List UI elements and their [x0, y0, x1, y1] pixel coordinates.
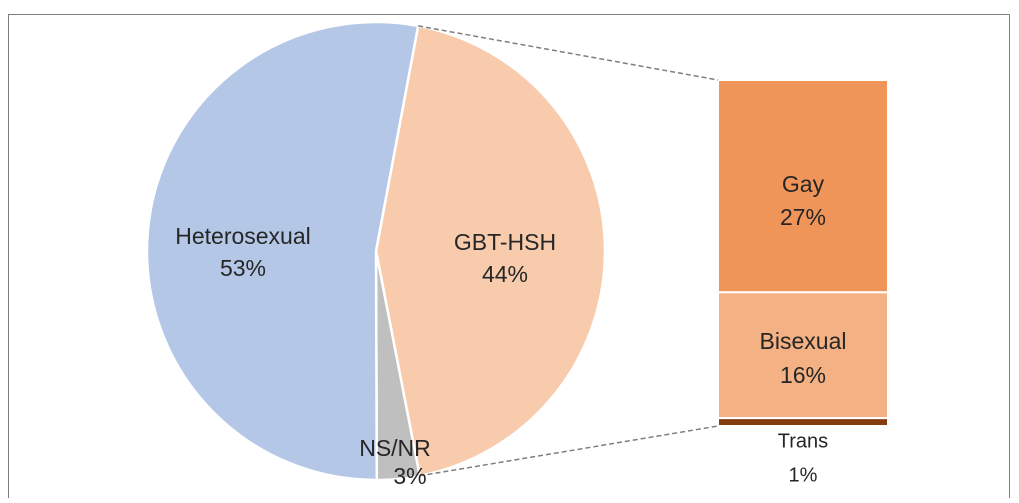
- connector-line: [419, 425, 719, 477]
- slice-label: NS/NR: [359, 435, 431, 461]
- bar-label: Bisexual: [760, 328, 847, 354]
- bar-segment: [717, 79, 889, 294]
- slice-label: GBT-HSH: [454, 229, 556, 255]
- slice-value-label: 3%: [393, 463, 426, 489]
- bar-label: Gay: [782, 171, 825, 197]
- slice-label: Heterosexual: [175, 223, 311, 249]
- bar-value-label: 16%: [780, 362, 826, 388]
- slice-value-label: 44%: [482, 261, 528, 287]
- bar-segment: [717, 291, 889, 420]
- connector-line: [417, 25, 719, 81]
- slice-value-label: 53%: [220, 255, 266, 281]
- bar-segment: [717, 417, 889, 427]
- pie-slice: [374, 24, 607, 478]
- bar-value-label: 27%: [780, 204, 826, 230]
- bar-label: Trans: [778, 430, 828, 452]
- pie-slice: [145, 20, 420, 482]
- bar-value-label: 1%: [789, 464, 818, 486]
